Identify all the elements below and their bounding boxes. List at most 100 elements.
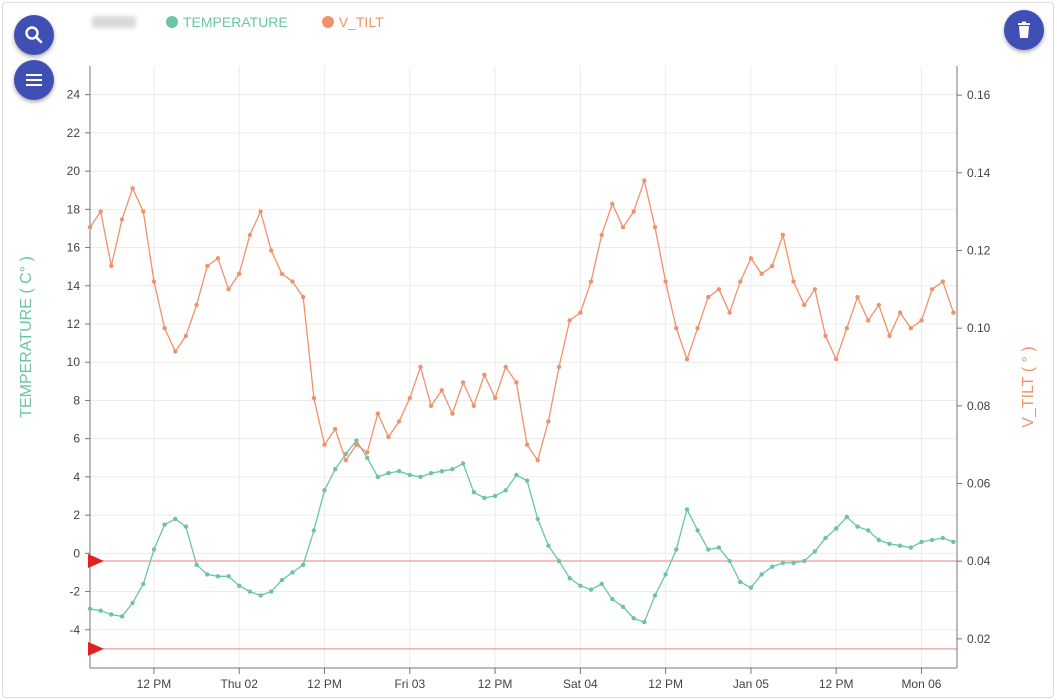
temperature-point <box>791 560 796 566</box>
v-tilt-point <box>418 364 423 370</box>
temperature-point <box>802 558 807 564</box>
temperature-point <box>237 583 242 588</box>
v-tilt-point <box>226 287 231 292</box>
menu-icon <box>26 74 42 86</box>
temperature-point <box>652 593 658 598</box>
v-tilt-point <box>620 225 626 230</box>
v-tilt-point <box>343 458 348 463</box>
y-axis-title-left: TEMPERATURE ( C° ) <box>18 256 35 418</box>
v-tilt-point <box>631 209 636 214</box>
temperature-point <box>471 490 476 495</box>
temperature-point <box>301 562 306 567</box>
temperature-point <box>98 608 103 613</box>
y-tick-label-right: 0.06 <box>967 477 991 491</box>
temperature-point <box>322 488 327 493</box>
v-tilt-point <box>141 209 146 214</box>
y-tick-label-left: 16 <box>67 241 81 255</box>
temperature-point <box>940 535 945 541</box>
v-tilt-point <box>375 411 380 416</box>
temperature-point <box>684 507 690 512</box>
x-tick-label: Mon 06 <box>901 677 941 691</box>
y-tick-label-left: 20 <box>67 164 81 178</box>
v-tilt-point <box>119 217 125 222</box>
v-tilt-point <box>439 388 444 393</box>
temperature-point <box>482 495 487 501</box>
v-tilt-point <box>87 225 93 230</box>
v-tilt-point <box>269 248 274 253</box>
v-tilt-point <box>897 310 903 315</box>
temperature-point <box>109 612 114 617</box>
temperature-point <box>556 558 562 564</box>
v-tilt-point <box>578 310 583 315</box>
temperature-point <box>354 438 359 443</box>
v-tilt-point <box>834 357 839 362</box>
v-tilt-point <box>695 326 700 331</box>
legend-item-temperature[interactable]: TEMPERATURE <box>166 14 288 30</box>
temperature-point <box>173 516 178 522</box>
temperature-point <box>205 572 210 577</box>
v-tilt-point <box>514 380 519 385</box>
v-tilt-point <box>738 279 743 284</box>
v-tilt-point <box>791 279 796 284</box>
v-tilt-point <box>727 310 732 315</box>
legend-item-v-tilt[interactable]: V_TILT <box>321 14 384 30</box>
y-tick-label-right: 0.08 <box>967 399 991 413</box>
temperature-point <box>141 581 146 587</box>
temperature-point <box>897 543 903 548</box>
x-tick-label: Thu 02 <box>221 677 259 691</box>
temperature-point <box>546 543 551 548</box>
temperature-point <box>396 469 402 474</box>
temperature-point <box>279 577 285 583</box>
temperature-point <box>215 574 221 579</box>
y-tick-label-left: 14 <box>67 279 81 293</box>
temperature-point <box>620 604 626 609</box>
delete-button[interactable] <box>1004 10 1044 50</box>
v-tilt-point <box>333 426 338 432</box>
v-tilt-point <box>279 271 285 276</box>
v-tilt-point <box>98 209 103 214</box>
v-tilt-point <box>471 403 476 408</box>
v-tilt-point <box>940 279 945 284</box>
v-tilt-point <box>780 232 786 238</box>
temperature-point <box>460 461 466 466</box>
temperature-point <box>823 535 828 541</box>
temperature-point <box>365 455 370 460</box>
y-tick-label-left: 22 <box>67 126 81 140</box>
temperature-point <box>418 474 423 480</box>
temperature-point <box>375 474 380 480</box>
temperature-point <box>503 488 508 493</box>
temperature-point <box>514 472 519 478</box>
menu-button[interactable] <box>14 60 54 100</box>
temperature-point <box>706 547 711 552</box>
temperature-point <box>450 467 455 472</box>
temperature-point <box>578 583 583 588</box>
chart-legend: TEMPERATURE V_TILT <box>92 12 418 32</box>
threshold-marker <box>88 641 104 656</box>
y-tick-label-left: 18 <box>67 202 81 216</box>
temperature-legend-dot <box>166 16 178 28</box>
v-tilt-point <box>802 302 807 308</box>
v-tilt-point <box>492 395 498 401</box>
y-axis-title-right: V_TILT ( ° ) <box>1020 346 1037 427</box>
search-button[interactable] <box>14 15 54 55</box>
temperature-point <box>258 593 263 598</box>
trash-icon <box>1018 21 1030 38</box>
temperature-point <box>311 528 317 533</box>
v-tilt-point <box>503 364 508 370</box>
temperature-point <box>247 589 253 594</box>
y-tick-label-left: 12 <box>67 317 81 331</box>
temperature-point <box>716 545 722 550</box>
temperature-point <box>759 572 764 577</box>
v-tilt-legend-dot <box>321 16 334 28</box>
temperature-point <box>130 600 135 606</box>
v-tilt-point <box>652 225 658 230</box>
v-tilt-point <box>908 326 913 331</box>
temperature-point <box>183 524 189 529</box>
v-tilt-point <box>706 294 711 300</box>
v-tilt-point <box>866 318 871 323</box>
y-tick-label-right: 0.02 <box>967 632 991 646</box>
temperature-point <box>631 616 636 621</box>
temperature-point <box>162 522 167 527</box>
v-tilt-point <box>130 186 135 191</box>
